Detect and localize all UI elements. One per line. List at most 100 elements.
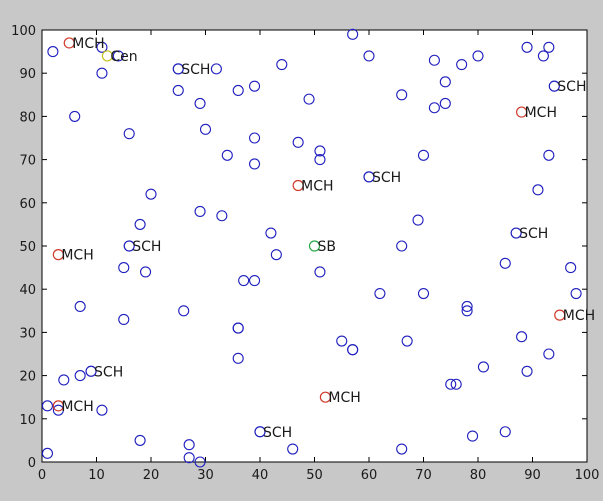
sb-point bbox=[308, 240, 321, 252]
data-point bbox=[249, 158, 261, 170]
point-label: SCH bbox=[132, 239, 161, 255]
data-point bbox=[396, 240, 408, 252]
data-point bbox=[194, 456, 206, 468]
data-point bbox=[532, 184, 544, 196]
data-point bbox=[445, 378, 457, 390]
data-point bbox=[249, 275, 261, 287]
data-point bbox=[69, 110, 81, 122]
y-tick-label: 50 bbox=[19, 240, 36, 255]
data-point bbox=[428, 102, 440, 114]
data-point bbox=[499, 426, 511, 438]
data-point bbox=[183, 439, 195, 451]
x-tick-label: 80 bbox=[470, 468, 487, 483]
data-point bbox=[287, 443, 299, 455]
y-tick-label: 80 bbox=[19, 110, 36, 125]
data-point bbox=[112, 50, 124, 62]
data-point bbox=[461, 300, 473, 313]
data-point bbox=[417, 287, 430, 300]
data-point bbox=[521, 41, 533, 53]
point-label: SCH bbox=[519, 226, 548, 242]
sch-point bbox=[172, 63, 184, 75]
mch-point bbox=[292, 179, 304, 192]
data-point bbox=[466, 430, 479, 442]
point-label: SCH bbox=[94, 364, 123, 380]
data-point bbox=[221, 149, 233, 161]
data-point bbox=[194, 205, 206, 217]
mch-point bbox=[52, 249, 64, 261]
sch-point bbox=[254, 426, 266, 438]
data-point bbox=[172, 84, 184, 97]
data-point bbox=[270, 249, 282, 261]
y-tick-label: 100 bbox=[11, 24, 36, 39]
point-label: MCH bbox=[72, 36, 104, 52]
x-tick-label: 90 bbox=[524, 468, 541, 483]
y-tick-label: 30 bbox=[19, 326, 36, 341]
data-point bbox=[52, 404, 64, 416]
data-point bbox=[499, 257, 511, 269]
data-point bbox=[363, 50, 375, 62]
data-point bbox=[570, 287, 582, 300]
sch-point bbox=[85, 365, 97, 377]
point-label: MCH bbox=[61, 399, 93, 415]
data-point bbox=[516, 331, 528, 343]
point-label: SB bbox=[318, 239, 337, 255]
data-point bbox=[265, 227, 277, 239]
sch-point bbox=[123, 240, 135, 252]
data-point bbox=[118, 262, 130, 274]
y-tick-label: 70 bbox=[19, 154, 36, 169]
center-point bbox=[101, 50, 114, 62]
data-point bbox=[347, 28, 359, 40]
data-point bbox=[456, 59, 468, 71]
data-point bbox=[314, 266, 326, 278]
x-tick-label: 50 bbox=[306, 468, 323, 483]
data-point bbox=[118, 313, 130, 325]
point-label: MCH bbox=[563, 308, 595, 324]
point-label: MCH bbox=[61, 248, 93, 264]
y-tick-label: 60 bbox=[19, 197, 36, 212]
y-tick-label: 90 bbox=[19, 67, 36, 82]
x-tick-label: 0 bbox=[38, 468, 46, 483]
point-labels: MCHCenSCHSCHMCHMCHSCHSCHSBSCHMCHMCHSCHMC… bbox=[61, 36, 595, 441]
sch-point bbox=[548, 80, 560, 92]
data-point bbox=[232, 322, 244, 334]
data-point bbox=[123, 128, 135, 140]
data-point bbox=[439, 76, 451, 88]
data-point bbox=[417, 149, 430, 161]
plot-area bbox=[41, 29, 588, 463]
x-tick-label: 10 bbox=[88, 468, 105, 483]
data-point bbox=[314, 154, 326, 166]
y-tick-label: 10 bbox=[19, 413, 36, 428]
data-point bbox=[450, 378, 462, 390]
data-point bbox=[396, 443, 408, 455]
x-tick-label: 20 bbox=[143, 468, 160, 483]
data-point bbox=[412, 214, 424, 226]
data-point bbox=[543, 348, 555, 360]
data-point bbox=[199, 123, 212, 135]
data-points bbox=[41, 28, 582, 468]
data-point bbox=[249, 132, 261, 144]
data-point bbox=[41, 400, 54, 412]
data-point bbox=[276, 59, 288, 71]
data-point bbox=[145, 188, 157, 200]
mch-point bbox=[63, 37, 75, 49]
data-point bbox=[543, 149, 555, 161]
data-point bbox=[178, 305, 190, 317]
y-tick-label: 0 bbox=[28, 456, 36, 471]
data-point bbox=[428, 54, 440, 66]
x-tick-label: 60 bbox=[361, 468, 378, 483]
mch-point bbox=[554, 309, 566, 321]
mch-point bbox=[319, 391, 331, 403]
point-label: MCH bbox=[301, 179, 333, 195]
data-point bbox=[521, 365, 533, 377]
data-point bbox=[303, 93, 315, 105]
data-point bbox=[537, 50, 549, 62]
axis-ticks: 0 10 20 30 40 50 60 70 80 90 100 0 10 20 30 40 50 60 70 80 9… bbox=[11, 24, 599, 483]
data-point bbox=[396, 89, 408, 101]
data-point bbox=[374, 287, 386, 300]
data-point bbox=[96, 404, 108, 416]
data-point bbox=[232, 352, 244, 364]
data-point bbox=[74, 370, 86, 382]
data-point bbox=[249, 80, 261, 92]
